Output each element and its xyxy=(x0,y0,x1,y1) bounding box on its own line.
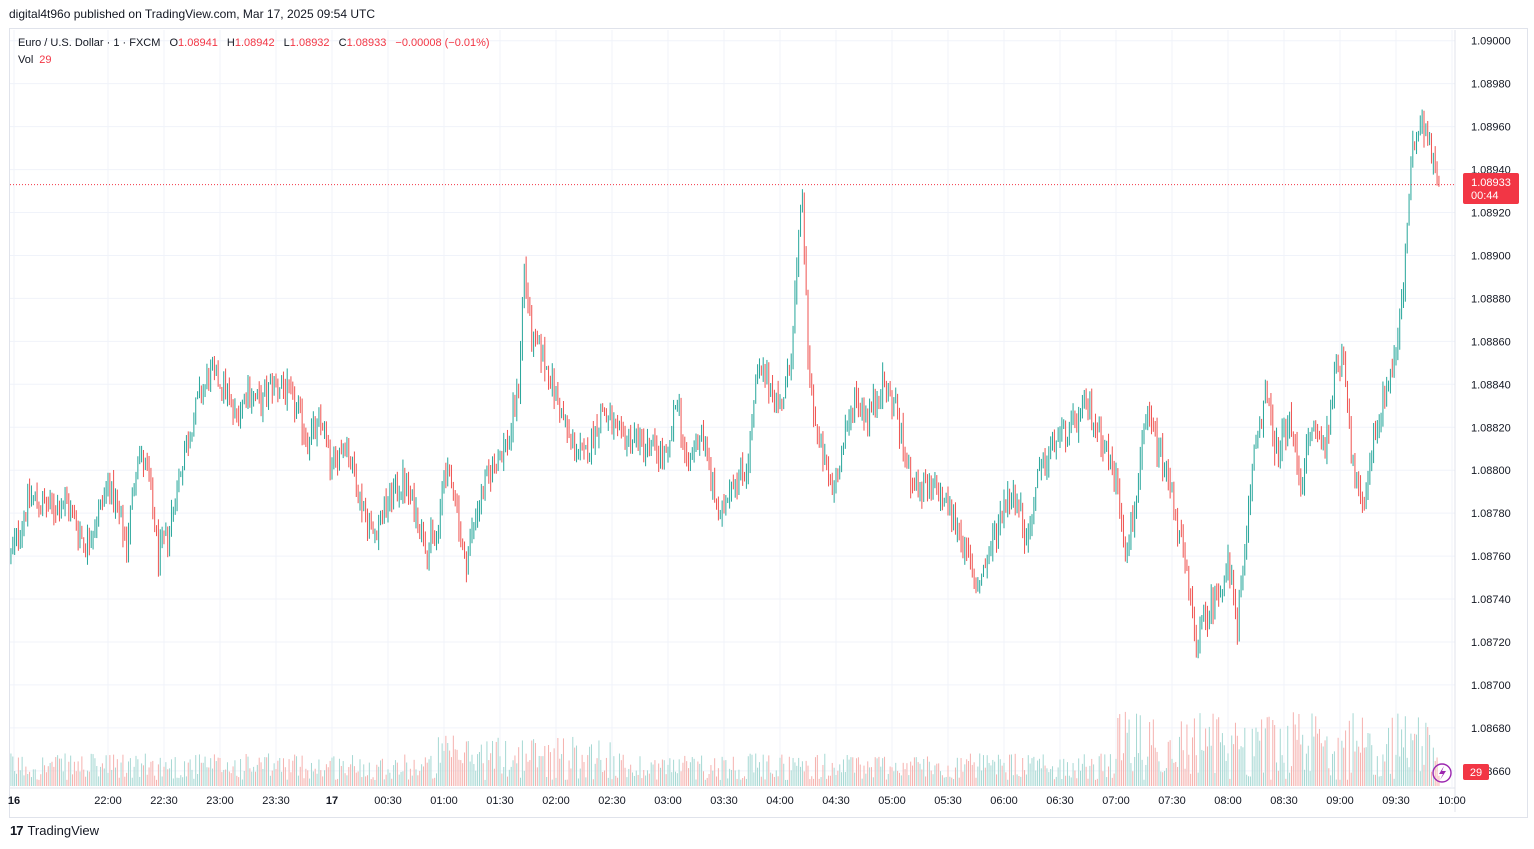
time-tick-label: 02:00 xyxy=(542,795,570,807)
legend-low-label: L xyxy=(283,37,290,49)
legend-high-label: H xyxy=(226,37,235,49)
time-tick-label: 17 xyxy=(326,795,338,807)
price-tick-label: 1.08820 xyxy=(1471,422,1511,434)
time-tick-label: 00:30 xyxy=(374,795,402,807)
price-tick-label: 1.08840 xyxy=(1471,379,1511,391)
time-tick-label: 08:30 xyxy=(1270,795,1298,807)
time-axis: 16 22:00 22:30 23:00 23:30 17 00:30 01:00 01:30 0… xyxy=(8,795,1466,807)
time-tick-label: 03:30 xyxy=(710,795,738,807)
tradingview-logo[interactable]: 17 TradingView xyxy=(10,823,99,838)
volume-tag: 29 xyxy=(1463,764,1489,780)
time-tick-label: 22:00 xyxy=(94,795,122,807)
legend-change: −0.00008 (−0.01%) xyxy=(395,37,490,49)
candles xyxy=(10,109,1440,659)
price-tick-label: 1.08860 xyxy=(1471,336,1511,348)
published-line: digital4t96o published on TradingView.co… xyxy=(9,7,376,21)
legend-open-label: O xyxy=(169,37,179,49)
legend-close: 1.08933 xyxy=(346,37,387,49)
time-tick-label: 02:30 xyxy=(598,795,626,807)
legend-ohlc-row: Euro / U.S. Dollar · 1 · FXCM O1.08941 H… xyxy=(18,35,490,52)
price-tick-label: 1.08680 xyxy=(1471,723,1511,735)
time-tick-label: 04:00 xyxy=(766,795,794,807)
last-price-tag: 1.08933 00:44 xyxy=(1463,173,1519,204)
price-tick-label: 1.08960 xyxy=(1471,122,1511,134)
time-tick-label: 05:30 xyxy=(934,795,962,807)
chart-grid xyxy=(9,30,1455,789)
legend-open: 1.08941 xyxy=(178,37,218,49)
lightning-icon[interactable] xyxy=(1432,763,1452,783)
legend-high: 1.08942 xyxy=(234,37,275,49)
time-tick-label: 06:00 xyxy=(990,795,1018,807)
price-axis: 1.090001.089801.089601.089401.089201.089… xyxy=(1454,30,1511,812)
volume-tag-value: 29 xyxy=(1470,767,1482,779)
time-tick-label: 16 xyxy=(8,795,20,807)
volume-bars xyxy=(10,711,1440,786)
legend-vol-label[interactable]: Vol xyxy=(18,54,34,66)
legend-symbol[interactable]: Euro / U.S. Dollar · 1 · FXCM xyxy=(18,37,161,49)
time-tick-label: 10:00 xyxy=(1438,795,1466,807)
tradingview-logo-icon: 17 xyxy=(10,823,24,838)
time-tick-label: 07:00 xyxy=(1102,795,1130,807)
last-price-tag-countdown: 00:44 xyxy=(1471,190,1499,202)
chart-legend: Euro / U.S. Dollar · 1 · FXCM O1.08941 H… xyxy=(18,35,490,69)
time-tick-label: 07:30 xyxy=(1158,795,1186,807)
time-tick-label: 23:00 xyxy=(206,795,234,807)
price-tick-label: 1.08900 xyxy=(1471,250,1511,262)
time-tick-label: 06:30 xyxy=(1046,795,1074,807)
price-tick-label: 1.08740 xyxy=(1471,594,1511,606)
time-tick-label: 23:30 xyxy=(262,795,290,807)
legend-low: 1.08932 xyxy=(289,37,330,49)
legend-vol-value: 29 xyxy=(39,54,52,66)
time-tick-label: 09:00 xyxy=(1326,795,1354,807)
time-tick-label: 22:30 xyxy=(150,795,178,807)
price-tick-label: 1.08920 xyxy=(1471,208,1511,220)
time-tick-label: 05:00 xyxy=(878,795,906,807)
time-tick-label: 09:30 xyxy=(1382,795,1410,807)
legend-volume-row: Vol 29 xyxy=(18,52,490,69)
time-tick-label: 04:30 xyxy=(822,795,850,807)
chart-frame xyxy=(9,28,1528,818)
price-tick-label: 1.09000 xyxy=(1471,36,1511,48)
legend-close-label: C xyxy=(338,37,347,49)
price-tick-label: 1.08780 xyxy=(1471,508,1511,520)
tradingview-brand: TradingView xyxy=(27,823,100,838)
price-tick-label: 1.08720 xyxy=(1471,637,1511,649)
time-tick-label: 01:00 xyxy=(430,795,458,807)
price-tick-label: 1.08800 xyxy=(1471,465,1511,477)
price-tick-label: 1.08760 xyxy=(1471,551,1511,563)
price-tick-label: 1.08700 xyxy=(1471,680,1511,692)
price-tick-label: 1.08980 xyxy=(1471,79,1511,91)
time-tick-label: 03:00 xyxy=(654,795,682,807)
time-tick-label: 01:30 xyxy=(486,795,514,807)
price-tick-label: 1.08880 xyxy=(1471,293,1511,305)
last-price-tag-price: 1.08933 xyxy=(1471,177,1511,189)
time-tick-label: 08:00 xyxy=(1214,795,1242,807)
